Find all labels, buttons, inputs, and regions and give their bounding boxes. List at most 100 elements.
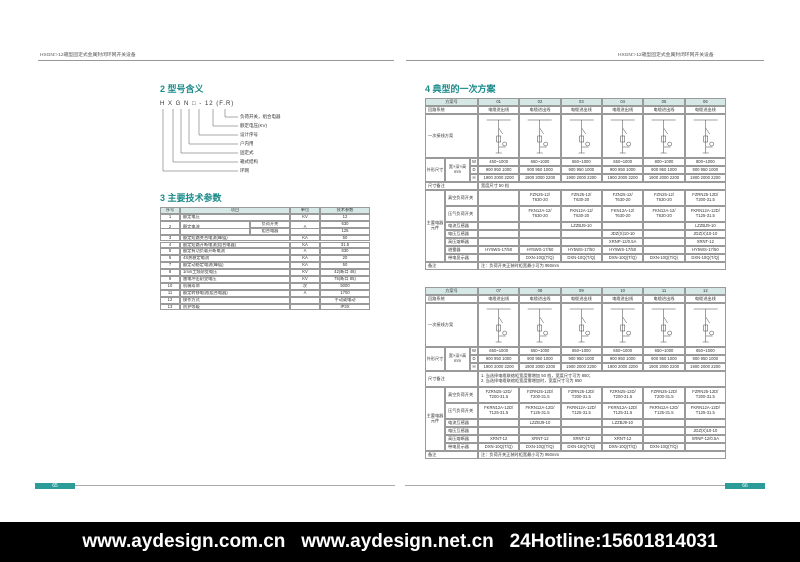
table-note: 宽度尺寸 50 档 bbox=[478, 182, 726, 190]
table-cell bbox=[290, 227, 320, 235]
table-cell: 1900 2000 2200 bbox=[684, 174, 726, 182]
row-label: 宽×深×高 mm bbox=[445, 158, 470, 182]
banner: www.aydesign.com.cn www.aydesign.net.cn … bbox=[0, 522, 800, 562]
table-cell: DXN-10Q(T/Q) bbox=[560, 254, 602, 262]
model-label: 环网 bbox=[240, 168, 249, 173]
table-cell: 650~1000 bbox=[643, 347, 685, 355]
table-cell: XRNT-12 bbox=[684, 238, 726, 246]
table-cell: 1700 bbox=[320, 289, 370, 297]
table-cell: 组合电器 bbox=[250, 227, 290, 235]
wiring-diagram bbox=[651, 308, 676, 343]
wiring-diagram bbox=[610, 119, 635, 154]
table-cell: 630 bbox=[320, 248, 370, 256]
table-cell: 900 950 1000 bbox=[602, 355, 644, 363]
table-cell: 13 bbox=[160, 303, 180, 311]
table-cell: 额定有功负载开断电流 bbox=[180, 248, 290, 256]
table-header: 01 bbox=[478, 98, 520, 106]
table-cell: 650~1000 bbox=[684, 347, 726, 355]
table-header: 05 bbox=[643, 98, 685, 106]
row-label: H bbox=[470, 363, 478, 371]
table-cell: 1900 2000 2200 bbox=[643, 363, 685, 371]
table-cell: XRNP-12/0.5A bbox=[602, 238, 644, 246]
diagram-lines bbox=[610, 119, 635, 154]
table-cell: 5000 bbox=[320, 282, 370, 290]
table-cell: 4 bbox=[160, 241, 180, 249]
table-cell bbox=[643, 419, 685, 427]
table-cell: 1900 2000 2200 bbox=[643, 174, 685, 182]
table-cell bbox=[478, 230, 520, 238]
table-cell bbox=[684, 443, 726, 451]
table-cell: 电缆进出线 bbox=[560, 106, 602, 114]
table-cell: FZRN25-12D/ T200-31.5 bbox=[684, 387, 726, 403]
group-label: 主要电器元件 bbox=[425, 387, 445, 451]
table-cell bbox=[519, 222, 561, 230]
model-label: 设计序号 bbox=[240, 132, 258, 137]
table-cell bbox=[478, 419, 520, 427]
table-cell bbox=[519, 427, 561, 435]
header-rule bbox=[406, 60, 764, 61]
table-cell: KV bbox=[290, 276, 320, 283]
table-cell: 1900 2000 2200 bbox=[602, 363, 644, 371]
table-cell: FZN25-12/ T630-20 bbox=[602, 190, 644, 206]
row-label: 备注 bbox=[425, 451, 478, 459]
table-cell: KA bbox=[290, 262, 320, 270]
section-title: 4 典型的一次方案 bbox=[425, 84, 496, 94]
table-cell: FKRN12A-12D/ T125-31.5 bbox=[684, 206, 726, 222]
table-cell: JDZ(X)10-10 bbox=[602, 230, 644, 238]
table-cell bbox=[643, 427, 685, 435]
table-cell bbox=[643, 222, 685, 230]
table-cell: KV bbox=[290, 213, 320, 221]
diagram-lines bbox=[486, 308, 511, 343]
table-cell: 900 950 1000 bbox=[519, 355, 561, 363]
page-number: 66 bbox=[725, 483, 765, 489]
row-label: 高压熔断器 bbox=[445, 435, 478, 443]
table-header: 项目 bbox=[180, 207, 290, 214]
row-label: 尺寸备注 bbox=[425, 182, 478, 190]
table-cell: 900 950 1000 bbox=[684, 166, 726, 174]
table-cell: 50 bbox=[320, 234, 370, 242]
table-cell bbox=[478, 254, 520, 262]
row-label: 尺寸备注 bbox=[425, 371, 478, 387]
table-cell bbox=[290, 303, 320, 311]
wiring-diagram bbox=[610, 308, 635, 343]
row-label: 宽×深×高 mm bbox=[445, 347, 470, 371]
table-cell: 900 950 1000 bbox=[602, 166, 644, 174]
table-cell: FKRN12A-12D/ T125-31.5 bbox=[478, 403, 520, 419]
table-cell: 额定电压 bbox=[180, 213, 290, 221]
table-cell bbox=[643, 238, 685, 246]
row-label: 带电显示器 bbox=[445, 443, 478, 451]
table-cell: 20 bbox=[320, 255, 370, 263]
table-cell: 1900 2000 2200 bbox=[684, 363, 726, 371]
row-label: H bbox=[470, 174, 478, 182]
table-cell bbox=[519, 238, 561, 246]
table-cell: 电缆进出线 bbox=[478, 106, 520, 114]
table-header: 09 bbox=[560, 287, 602, 295]
wiring-diagram bbox=[569, 119, 594, 154]
table-cell bbox=[180, 227, 250, 235]
table-header: 12 bbox=[684, 287, 726, 295]
table-cell: JDZ(X)10-10 bbox=[684, 427, 726, 435]
table-cell: 900 950 1000 bbox=[478, 355, 520, 363]
table-cell bbox=[290, 296, 320, 304]
table-cell: KV bbox=[290, 269, 320, 276]
row-label: 真空负荷开关 bbox=[445, 190, 478, 206]
wiring-diagram bbox=[569, 308, 594, 343]
table-cell: 1900 2000 2200 bbox=[478, 363, 520, 371]
wiring-diagram bbox=[486, 119, 511, 154]
table-cell: 手动或电动 bbox=[320, 296, 370, 304]
table-cell bbox=[560, 238, 602, 246]
table-cell: 900 950 1000 bbox=[560, 166, 602, 174]
diagram-lines bbox=[569, 308, 594, 343]
table-cell: 8 bbox=[160, 269, 180, 276]
group-label: 外形尺寸 bbox=[425, 158, 445, 182]
wiring-diagram bbox=[527, 308, 552, 343]
table-cell: 50 bbox=[320, 262, 370, 270]
table-cell: FZN25-12/ T630-20 bbox=[519, 190, 561, 206]
table-cell: DXN-10Q(T/Q) bbox=[519, 443, 561, 451]
table-cell: FKN12A-12/ T630-20 bbox=[643, 206, 685, 222]
table-cell: 电缆进出线 bbox=[684, 106, 726, 114]
table-cell: DXN-10Q(T/Q) bbox=[560, 443, 602, 451]
table-cell: 1900 2000 2200 bbox=[519, 363, 561, 371]
table-cell: FKN12A-12/ T630-20 bbox=[602, 206, 644, 222]
table-cell: 9 bbox=[160, 276, 180, 283]
